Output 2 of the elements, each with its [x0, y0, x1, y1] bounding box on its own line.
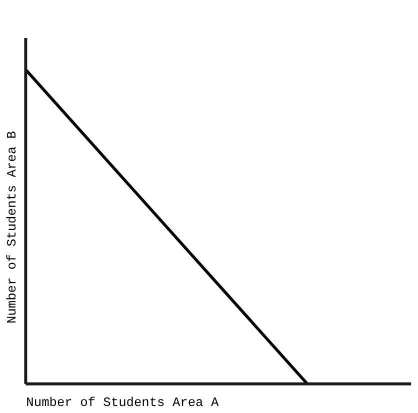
y-axis-title: Number of Students Area B: [4, 130, 20, 324]
x-axis-title: Number of Students Area A: [26, 395, 219, 410]
